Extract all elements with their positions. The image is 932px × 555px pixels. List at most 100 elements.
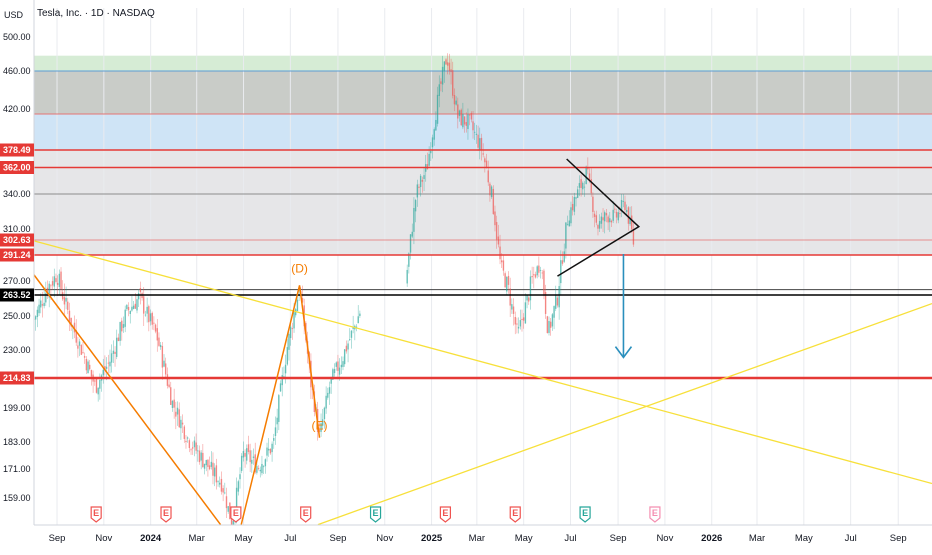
candle-body — [409, 234, 412, 253]
candle-body — [573, 196, 576, 212]
candle-body — [288, 333, 290, 350]
earnings-marker-label: E — [163, 508, 169, 518]
candle-body — [45, 293, 47, 303]
candle-body — [453, 95, 456, 105]
candle-body — [129, 310, 131, 314]
candle-body — [217, 481, 219, 483]
candle-body — [575, 197, 577, 199]
candle-body — [112, 350, 115, 354]
candle-body — [484, 158, 486, 163]
candle-body — [114, 351, 116, 354]
candle-body — [632, 229, 635, 245]
earnings-marker — [300, 506, 312, 523]
candle-body — [249, 450, 251, 463]
candle-body — [583, 186, 586, 188]
candle-body — [107, 362, 110, 364]
candle-body — [534, 274, 537, 278]
candle-body — [173, 399, 175, 408]
candle-body — [38, 304, 40, 314]
x-tick-label: May — [795, 533, 813, 544]
candle-body — [190, 449, 192, 451]
x-tick-label: Sep — [890, 533, 907, 544]
price-zone — [34, 150, 932, 255]
candle-body — [433, 129, 435, 140]
candle-body — [110, 353, 113, 363]
candle-body — [301, 298, 304, 303]
y-tick-label: 159.00 — [3, 493, 31, 503]
earnings-marker-label: E — [442, 508, 448, 518]
candle-body — [350, 330, 353, 338]
candle-body — [323, 407, 326, 420]
candle-body — [168, 384, 170, 388]
x-tick-label: Jul — [845, 533, 857, 544]
candle-body — [338, 367, 341, 375]
candle-body — [273, 438, 275, 441]
candle-body — [475, 133, 478, 135]
candle-body — [80, 345, 83, 355]
candle-body — [126, 305, 128, 310]
y-tick-label: 500.00 — [3, 32, 31, 42]
candle-body — [580, 179, 582, 188]
candle-body — [203, 463, 206, 469]
candle-body — [61, 292, 64, 300]
wave-label: (E) — [312, 418, 328, 432]
candle-body — [485, 160, 488, 168]
candle-body — [512, 306, 515, 314]
y-tick-label: 199.00 — [3, 403, 31, 413]
projection-arrow-head — [614, 346, 633, 359]
candle-body — [460, 109, 462, 126]
candle-body — [115, 337, 118, 357]
candle-body — [94, 380, 96, 382]
candle-body — [576, 189, 579, 198]
candle-body — [516, 323, 518, 325]
candle-body — [229, 502, 231, 520]
candle-body — [561, 260, 564, 264]
candle-body — [499, 246, 501, 260]
candle-body — [212, 462, 214, 476]
candle-body — [352, 327, 354, 329]
candle-body — [186, 437, 189, 439]
x-tick-label: May — [235, 533, 253, 544]
candle-body — [53, 276, 56, 287]
candle-body — [539, 270, 542, 271]
candle-body — [215, 465, 218, 483]
candle-body — [325, 395, 327, 409]
candle-body — [159, 344, 162, 348]
candle-body — [414, 200, 417, 212]
candle-body — [207, 459, 209, 467]
candle-body — [176, 407, 179, 415]
candle-body — [202, 452, 204, 468]
candle-body — [578, 183, 581, 188]
price-line-badge — [0, 288, 34, 302]
candle-body — [588, 173, 591, 180]
candle-body — [343, 349, 346, 365]
candle-body — [225, 496, 228, 509]
trendline-yellow-up — [317, 302, 932, 526]
candle-body — [56, 282, 59, 285]
candle-body — [224, 492, 226, 494]
candle-body — [180, 419, 182, 429]
candle-body — [620, 200, 623, 211]
price-line-badge — [0, 161, 34, 174]
candle-body — [286, 347, 289, 365]
candle-body — [546, 316, 549, 334]
candle-body — [489, 183, 491, 196]
candle-body — [609, 218, 611, 223]
candle-body — [175, 411, 177, 417]
price-line-badge — [0, 248, 34, 262]
candle-body — [242, 451, 245, 458]
candle-body — [137, 293, 140, 300]
candle-body — [570, 207, 572, 224]
candle-body — [63, 297, 66, 305]
candle-body — [527, 297, 530, 302]
candle-body — [411, 231, 413, 237]
candle-body — [198, 450, 201, 463]
candle-body — [82, 351, 84, 353]
candle-body — [438, 84, 441, 96]
candle-body — [41, 304, 44, 306]
y-tick-label: 420.00 — [3, 104, 31, 114]
candle-body — [191, 447, 194, 449]
candle-body — [257, 468, 260, 469]
